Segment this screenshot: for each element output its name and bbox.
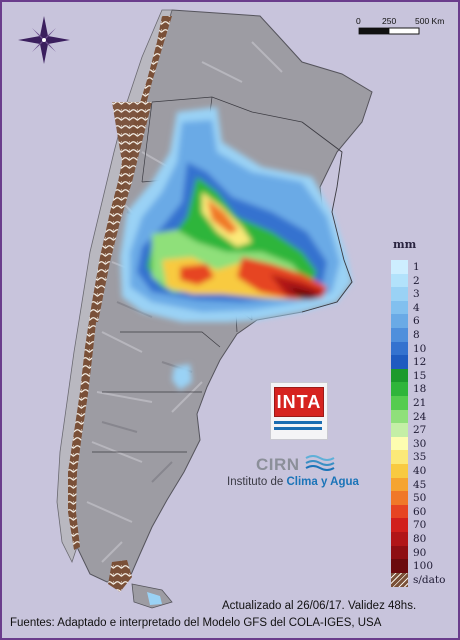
legend-item: 10 (391, 341, 458, 357)
inta-logo-text: INTA (274, 387, 324, 417)
legend-swatch (391, 545, 408, 560)
legend-label: 80 (413, 533, 427, 545)
instituto-prefix: Instituto de (227, 476, 287, 488)
legend-item: 27 (391, 423, 458, 438)
legend-item: 30 (391, 436, 458, 452)
legend-item: 80 (391, 532, 458, 547)
legend-swatch (391, 491, 408, 506)
legend-label: 90 (413, 546, 427, 559)
legend-swatch (391, 464, 408, 479)
legend-label: 4 (413, 301, 420, 314)
no-data-andes-north (92, 102, 152, 322)
legend-label: 3 (413, 288, 420, 301)
cirn-logo: CIRN (256, 454, 335, 475)
legend-item: 4 (391, 300, 458, 316)
legend-item: 70 (391, 518, 458, 533)
legend-swatch (391, 396, 408, 411)
legend-swatch (391, 287, 408, 302)
precipitation-tierra-del-fuego (147, 592, 162, 605)
legend-item: 3 (391, 287, 458, 302)
legend-label: 6 (413, 315, 420, 328)
scale-label-250: 250 (382, 16, 397, 26)
legend-label: 30 (413, 437, 427, 450)
precipitation-field (120, 107, 352, 390)
legend-item: 1 (391, 260, 458, 275)
legend-swatch (391, 504, 408, 519)
legend-item: 35 (391, 450, 458, 465)
legend-swatch (391, 409, 408, 424)
cirn-logo-text: CIRN (256, 455, 300, 474)
legend-item: s/dato (391, 572, 458, 588)
legend-item: 60 (391, 504, 458, 520)
legend-swatch (391, 355, 408, 370)
legend-label: 24 (413, 410, 427, 423)
legend-swatch (391, 436, 408, 451)
legend-swatch (391, 518, 408, 533)
legend-swatch (391, 477, 408, 492)
legend-swatch (391, 368, 408, 383)
legend-swatch (391, 260, 408, 275)
legend-swatch (391, 423, 408, 438)
legend-swatch (391, 273, 408, 288)
legend-item: 8 (391, 328, 458, 343)
legend-item: 24 (391, 409, 458, 425)
water-waves-icon (305, 455, 335, 471)
legend-label: 100 (413, 560, 434, 573)
legend-swatch (391, 382, 408, 397)
legend-swatch (391, 532, 408, 547)
no-data-tierra-del-fuego (108, 560, 132, 592)
legend-item: 21 (391, 396, 458, 411)
legend-swatch (391, 572, 408, 587)
legend-item: 6 (391, 314, 458, 329)
scale-bar (358, 27, 420, 35)
legend-item: 18 (391, 382, 458, 397)
legend-label: 50 (413, 492, 427, 505)
legend-label: 27 (413, 424, 427, 437)
legend-label: 18 (413, 383, 427, 396)
inta-logo: INTA (270, 382, 328, 440)
source-note: Fuentes: Adaptado e interpretado del Mod… (10, 617, 382, 629)
legend-label: 35 (413, 451, 427, 464)
legend-item: 2 (391, 273, 458, 289)
legend-label: 15 (413, 369, 427, 382)
legend-label: s/dato (413, 573, 446, 586)
legend-swatch (391, 300, 408, 315)
legend-label: 10 (413, 342, 427, 355)
legend-item: 15 (391, 368, 458, 384)
legend-item: 50 (391, 491, 458, 506)
legend-swatch (391, 450, 408, 465)
inta-logo-stripe (274, 421, 322, 424)
legend-label: 60 (413, 505, 427, 518)
legend-label: 70 (413, 519, 427, 532)
legend-title: mm (393, 238, 417, 251)
legend-label: 12 (413, 356, 427, 369)
legend-label: 2 (413, 274, 420, 287)
legend-item: 45 (391, 477, 458, 493)
legend-swatch (391, 341, 408, 356)
instituto-clima-agua: Instituto de Clima y Agua (227, 476, 359, 488)
legend-swatch (391, 314, 408, 329)
legend-swatch (391, 559, 408, 574)
update-note: Actualizado al 26/06/17. Validez 48hs. (222, 600, 417, 612)
scale-label-500: 500 Km (415, 16, 445, 26)
coastline (301, 121, 353, 313)
legend-item: 90 (391, 545, 458, 561)
legend-label: 21 (413, 397, 427, 409)
compass-rose-icon (18, 16, 70, 64)
legend-item: 100 (391, 559, 458, 574)
legend-label: 8 (413, 329, 420, 341)
legend-label: 1 (413, 261, 420, 273)
legend-swatch (391, 328, 408, 343)
legend-label: 45 (413, 478, 427, 491)
inta-logo-stripe (274, 427, 322, 430)
legend-label: 40 (413, 465, 427, 477)
legend-item: 40 (391, 464, 458, 479)
instituto-highlight: Clima y Agua (286, 476, 359, 488)
legend-item: 12 (391, 355, 458, 370)
scale-label-0: 0 (356, 16, 361, 26)
